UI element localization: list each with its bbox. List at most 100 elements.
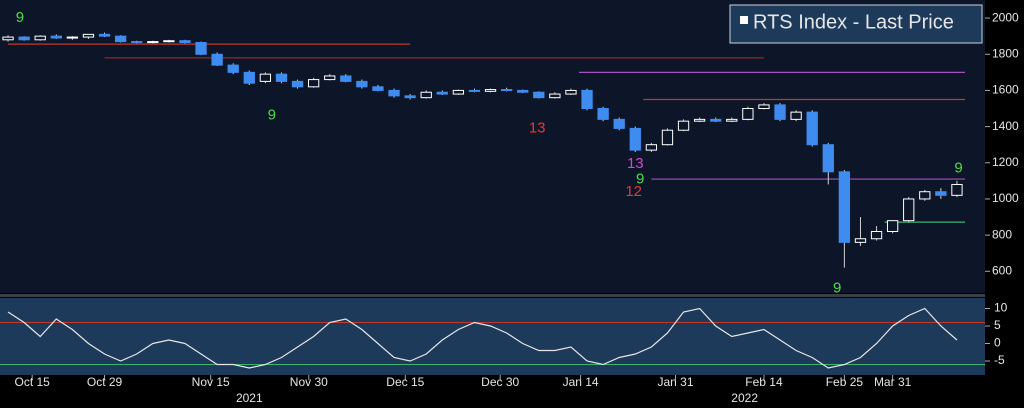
candle-body bbox=[661, 129, 674, 146]
candle-body bbox=[82, 33, 95, 38]
candle-body bbox=[870, 231, 883, 240]
candle-body bbox=[500, 89, 513, 92]
y-tick-label: 2000 bbox=[992, 10, 1019, 24]
candle-body bbox=[758, 104, 770, 110]
candle-body bbox=[838, 171, 851, 243]
y-tick-label: 1800 bbox=[992, 46, 1019, 60]
x-tick-label: Feb 14 bbox=[745, 375, 783, 389]
candle-body bbox=[452, 89, 465, 95]
candle-body bbox=[34, 35, 46, 41]
candle-body bbox=[903, 198, 915, 222]
candle-body bbox=[645, 144, 658, 151]
candle-body bbox=[565, 89, 577, 95]
legend-box bbox=[729, 4, 983, 44]
candle-body bbox=[613, 118, 625, 129]
candle-body bbox=[726, 118, 738, 122]
candle-body bbox=[854, 238, 867, 243]
candle-body bbox=[372, 86, 384, 91]
candle-body bbox=[66, 36, 79, 39]
candle-body bbox=[420, 91, 432, 99]
oscillator-line bbox=[7, 307, 958, 369]
count-annotation: 9 bbox=[16, 9, 24, 26]
x-tick-label: Dec 30 bbox=[481, 375, 519, 389]
panel-divider bbox=[0, 294, 985, 297]
price-panel bbox=[0, 0, 985, 293]
year-label: 2022 bbox=[731, 391, 758, 405]
candle-body bbox=[629, 127, 641, 151]
y-tick-label: 800 bbox=[992, 227, 1012, 241]
candle-body bbox=[404, 95, 416, 99]
candle-body bbox=[919, 191, 931, 200]
y-tick-label: 1200 bbox=[992, 155, 1019, 169]
x-tick-label: Jan 31 bbox=[657, 375, 693, 389]
candle-body bbox=[533, 91, 545, 99]
candle-body bbox=[710, 118, 722, 122]
candle-body bbox=[436, 91, 448, 95]
count-annotation: 12 bbox=[625, 183, 642, 200]
y-tick-label: -5 bbox=[994, 353, 1005, 367]
candle-body bbox=[742, 108, 754, 120]
candle-body bbox=[951, 183, 963, 196]
x-tick-label: Feb 25 bbox=[826, 375, 864, 389]
candle-body bbox=[227, 64, 239, 73]
count-annotation: 13 bbox=[529, 120, 546, 137]
y-tick-label: 5 bbox=[994, 318, 1001, 332]
count-annotation: 9 bbox=[954, 160, 962, 177]
legend-swatch bbox=[740, 16, 748, 24]
candle-body bbox=[581, 89, 593, 110]
count-annotation: 13 bbox=[627, 155, 644, 172]
candle-body bbox=[50, 35, 62, 39]
candle-body bbox=[259, 73, 272, 82]
candle-body bbox=[790, 111, 802, 120]
year-label: 2021 bbox=[236, 391, 263, 405]
candle-body bbox=[131, 41, 143, 44]
candle-body bbox=[356, 80, 368, 88]
y-tick-label: 1600 bbox=[992, 83, 1019, 97]
x-tick-label: Nov 30 bbox=[290, 375, 328, 389]
candle-body bbox=[806, 111, 818, 146]
legend-label: RTS Index - Last Price bbox=[753, 11, 954, 33]
candle-body bbox=[195, 42, 207, 55]
candle-body bbox=[275, 73, 288, 82]
candle-body bbox=[597, 108, 609, 120]
candle-body bbox=[484, 89, 497, 92]
candle-body bbox=[549, 93, 561, 99]
candle-body bbox=[388, 89, 400, 97]
candle-body bbox=[517, 89, 529, 93]
candle-body bbox=[468, 89, 481, 92]
y-tick-label: 1400 bbox=[992, 119, 1019, 133]
candle-body bbox=[935, 191, 947, 196]
x-tick-label: Dec 15 bbox=[386, 375, 424, 389]
candle-body bbox=[324, 75, 336, 81]
candle-body bbox=[114, 35, 127, 43]
y-tick-label: 0 bbox=[994, 336, 1001, 350]
candle-body bbox=[243, 71, 255, 84]
candle-body bbox=[886, 220, 899, 233]
count-annotation: 9 bbox=[636, 171, 644, 188]
candle-body bbox=[693, 118, 706, 122]
candle-body bbox=[340, 75, 352, 82]
candle-body bbox=[18, 36, 30, 41]
x-tick-label: Jan 14 bbox=[563, 375, 599, 389]
candle-body bbox=[211, 53, 223, 66]
candle-body bbox=[774, 104, 786, 120]
candle-body bbox=[822, 144, 834, 173]
oscillator-panel bbox=[0, 298, 985, 375]
x-tick-label: Oct 29 bbox=[87, 375, 123, 389]
y-tick-label: 10 bbox=[994, 301, 1008, 315]
candle-body bbox=[147, 41, 159, 44]
candle-body bbox=[291, 80, 304, 88]
count-annotation: 9 bbox=[268, 107, 276, 124]
candle-body bbox=[98, 33, 111, 37]
candle-body bbox=[179, 40, 191, 44]
candle-body bbox=[163, 40, 175, 43]
candle-body bbox=[2, 36, 14, 41]
x-tick-label: Nov 15 bbox=[192, 375, 230, 389]
candle-body bbox=[677, 120, 690, 131]
y-tick-label: 600 bbox=[992, 263, 1012, 277]
count-annotation: 9 bbox=[833, 279, 841, 296]
x-tick-label: Oct 15 bbox=[14, 375, 50, 389]
candle-body bbox=[307, 79, 320, 88]
x-tick-label: Mar 31 bbox=[874, 375, 912, 389]
